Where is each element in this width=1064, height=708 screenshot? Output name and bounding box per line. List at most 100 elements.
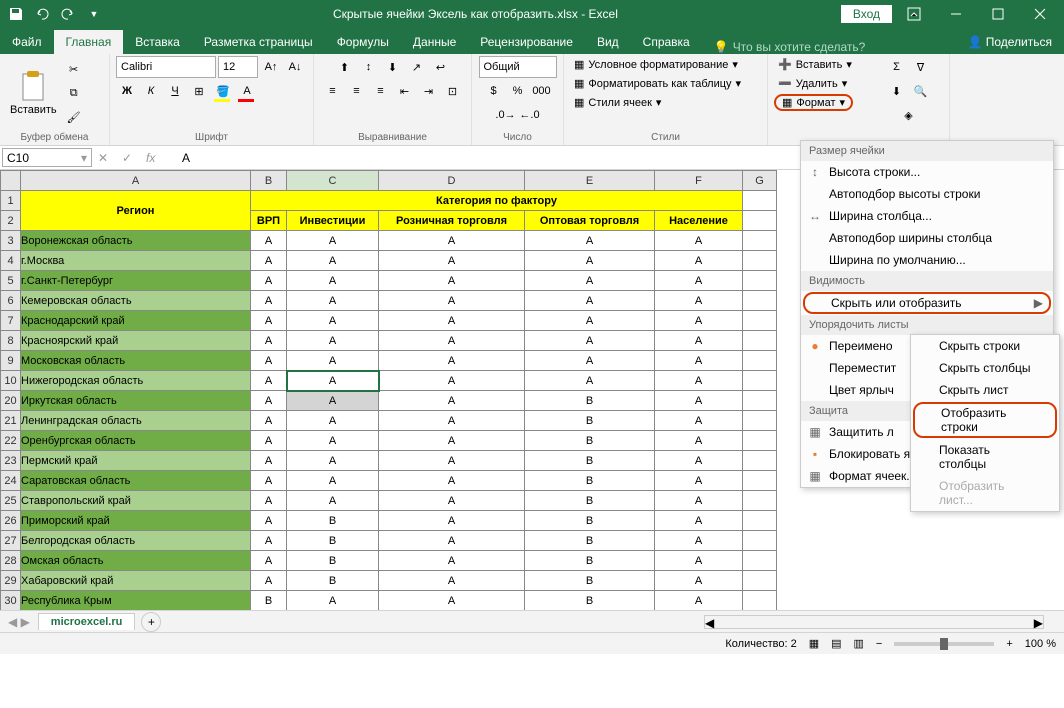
sheet-nav[interactable]: ◀ ▶ [0,615,38,629]
data-cell[interactable]: A [251,551,287,571]
data-cell[interactable]: A [379,391,525,411]
number-format-combo[interactable]: Общий [479,56,557,78]
data-cell[interactable]: A [251,511,287,531]
data-cell[interactable]: B [525,591,655,611]
shrink-font-icon[interactable]: A↓ [284,56,306,78]
data-cell[interactable]: A [655,271,743,291]
cell-region[interactable]: Кемеровская область [21,291,251,311]
menu-hide-show[interactable]: Скрыть или отобразить▶ [803,292,1051,314]
grow-font-icon[interactable]: A↑ [260,56,282,78]
data-cell[interactable]: A [655,591,743,611]
comma-icon[interactable]: 000 [531,80,553,102]
view-normal-icon[interactable]: ▦ [809,637,819,650]
data-cell[interactable]: B [251,591,287,611]
data-cell[interactable]: B [287,571,379,591]
data-cell[interactable]: A [655,251,743,271]
data-cell[interactable]: A [251,431,287,451]
submenu-hide-sheet[interactable]: Скрыть лист [911,379,1059,401]
data-cell[interactable]: A [655,311,743,331]
merge-icon[interactable]: ⊡ [442,80,464,102]
data-cell[interactable]: B [525,571,655,591]
row-header-5[interactable]: 5 [1,271,21,291]
align-left-icon[interactable]: ≡ [322,80,344,102]
row-header-4[interactable]: 4 [1,251,21,271]
clear-icon[interactable]: ◈ [898,104,920,126]
data-cell[interactable]: A [379,311,525,331]
indent-right-icon[interactable]: ⇥ [418,80,440,102]
cell-region[interactable]: Республика Крым [21,591,251,611]
tab-file[interactable]: Файл [0,30,54,54]
accept-formula-icon[interactable]: ✓ [122,151,142,165]
cell-region[interactable]: Нижегородская область [21,371,251,391]
cell-region[interactable]: Ставропольский край [21,491,251,511]
data-cell[interactable]: B [525,531,655,551]
data-cell[interactable]: A [287,351,379,371]
data-cell[interactable]: A [251,371,287,391]
data-cell[interactable]: A [379,431,525,451]
data-cell[interactable]: A [379,291,525,311]
data-cell[interactable]: A [251,471,287,491]
cell-region[interactable]: Красноярский край [21,331,251,351]
share-button[interactable]: 👤 Поделиться [955,30,1064,54]
row-header-28[interactable]: 28 [1,551,21,571]
data-cell[interactable]: A [379,491,525,511]
data-cell[interactable]: A [655,491,743,511]
row-header-9[interactable]: 9 [1,351,21,371]
align-top-icon[interactable]: ⬆ [334,56,356,78]
copy-icon[interactable]: ⧉ [63,82,85,104]
fx-icon[interactable]: fx [146,151,166,165]
maximize-icon[interactable] [978,0,1018,28]
find-icon[interactable]: 🔍 [910,80,932,102]
row-header-27[interactable]: 27 [1,531,21,551]
data-cell[interactable]: A [525,231,655,251]
add-sheet-button[interactable]: + [141,612,161,632]
col-header-C[interactable]: C [287,171,379,191]
font-color-icon[interactable]: A [236,80,258,102]
cell-region[interactable]: г.Москва [21,251,251,271]
menu-auto-height[interactable]: Автоподбор высоты строки [801,183,1053,205]
data-cell[interactable]: A [251,331,287,351]
tab-layout[interactable]: Разметка страницы [192,30,325,54]
data-cell[interactable]: A [287,471,379,491]
undo-icon[interactable] [30,2,54,26]
tab-data[interactable]: Данные [401,30,468,54]
data-cell[interactable]: A [287,251,379,271]
data-cell[interactable]: A [379,231,525,251]
data-cell[interactable]: A [525,331,655,351]
menu-col-width[interactable]: ↔Ширина столбца... [801,205,1053,227]
cut-icon[interactable]: ✂ [63,58,85,80]
data-cell[interactable]: A [287,491,379,511]
row-header-3[interactable]: 3 [1,231,21,251]
menu-row-height[interactable]: ↕Высота строки... [801,161,1053,183]
data-cell[interactable]: A [287,451,379,471]
data-cell[interactable]: B [525,491,655,511]
menu-auto-width[interactable]: Автоподбор ширины столбца [801,227,1053,249]
data-cell[interactable]: A [379,531,525,551]
data-cell[interactable]: A [379,351,525,371]
cell-region[interactable]: Ленинградская область [21,411,251,431]
data-cell[interactable]: B [525,471,655,491]
cell-region[interactable]: Хабаровский край [21,571,251,591]
sort-filter-icon[interactable]: ᐁ [910,56,932,78]
data-cell[interactable]: A [251,231,287,251]
view-layout-icon[interactable]: ▤ [831,637,841,650]
data-cell[interactable]: A [379,251,525,271]
indent-left-icon[interactable]: ⇤ [394,80,416,102]
data-cell[interactable]: A [655,451,743,471]
data-cell[interactable]: A [655,551,743,571]
cell-styles-button[interactable]: ▦Стили ячеек ▾ [570,94,665,111]
data-cell[interactable]: B [525,391,655,411]
row-header-29[interactable]: 29 [1,571,21,591]
data-cell[interactable]: A [287,311,379,331]
row-header-7[interactable]: 7 [1,311,21,331]
data-cell[interactable]: A [655,471,743,491]
cell-region[interactable]: Московская область [21,351,251,371]
row-header-22[interactable]: 22 [1,431,21,451]
decrease-decimal-icon[interactable]: ←.0 [519,104,541,126]
wrap-text-icon[interactable]: ↩ [430,56,452,78]
col-header-G[interactable]: G [743,171,777,191]
submenu-hide-cols[interactable]: Скрыть столбцы [911,357,1059,379]
data-cell[interactable]: A [251,291,287,311]
autosum-icon[interactable]: Σ [886,56,908,78]
row-header-25[interactable]: 25 [1,491,21,511]
